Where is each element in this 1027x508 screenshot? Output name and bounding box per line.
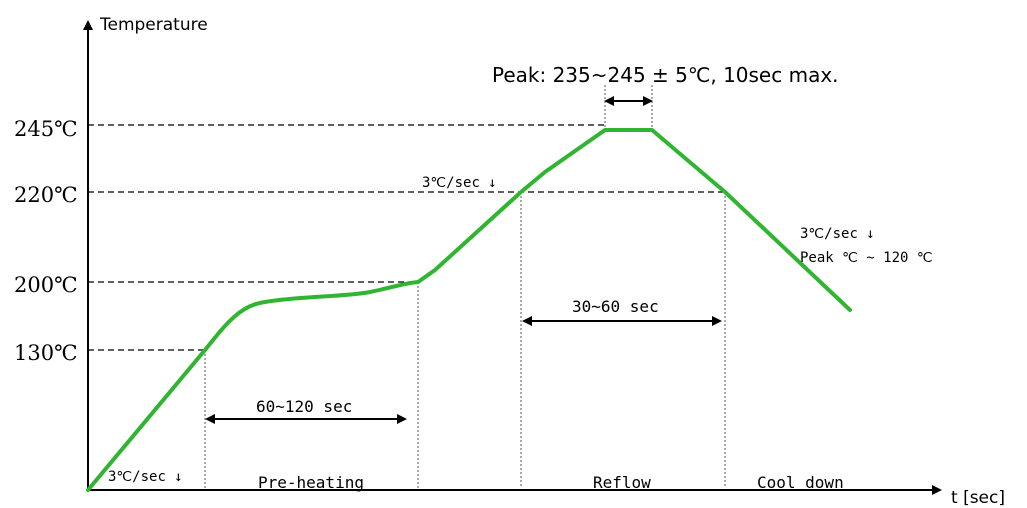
- cool-range-annotation: Peak ℃ ~ 120 ℃: [800, 250, 933, 266]
- peak-label: Peak: 235~245 ± 5℃, 10sec max.: [492, 63, 839, 87]
- ramp-start-annotation: 3℃/sec ↓: [108, 469, 183, 485]
- reflow-interval-label: 30~60 sec: [572, 297, 659, 316]
- phase-cooldown: Cool down: [757, 473, 844, 492]
- y-tick-200: 200℃: [14, 273, 78, 297]
- cool-rate-annotation: 3℃/sec ↓: [800, 226, 875, 242]
- y-tick-220: 220℃: [14, 183, 78, 207]
- phase-preheating: Pre-heating: [258, 473, 364, 492]
- preheat-interval-label: 60~120 sec: [256, 397, 352, 416]
- y-axis-label: Temperature: [99, 15, 208, 35]
- temperature-profile-line: [86, 128, 852, 492]
- x-axis-label: t [sec]: [951, 488, 1005, 508]
- ramp-reflow-annotation: 3℃/sec ↓: [422, 175, 497, 191]
- y-tick-245: 245℃: [14, 117, 78, 141]
- y-tick-130: 130℃: [14, 341, 78, 365]
- phase-reflow: Reflow: [593, 473, 651, 492]
